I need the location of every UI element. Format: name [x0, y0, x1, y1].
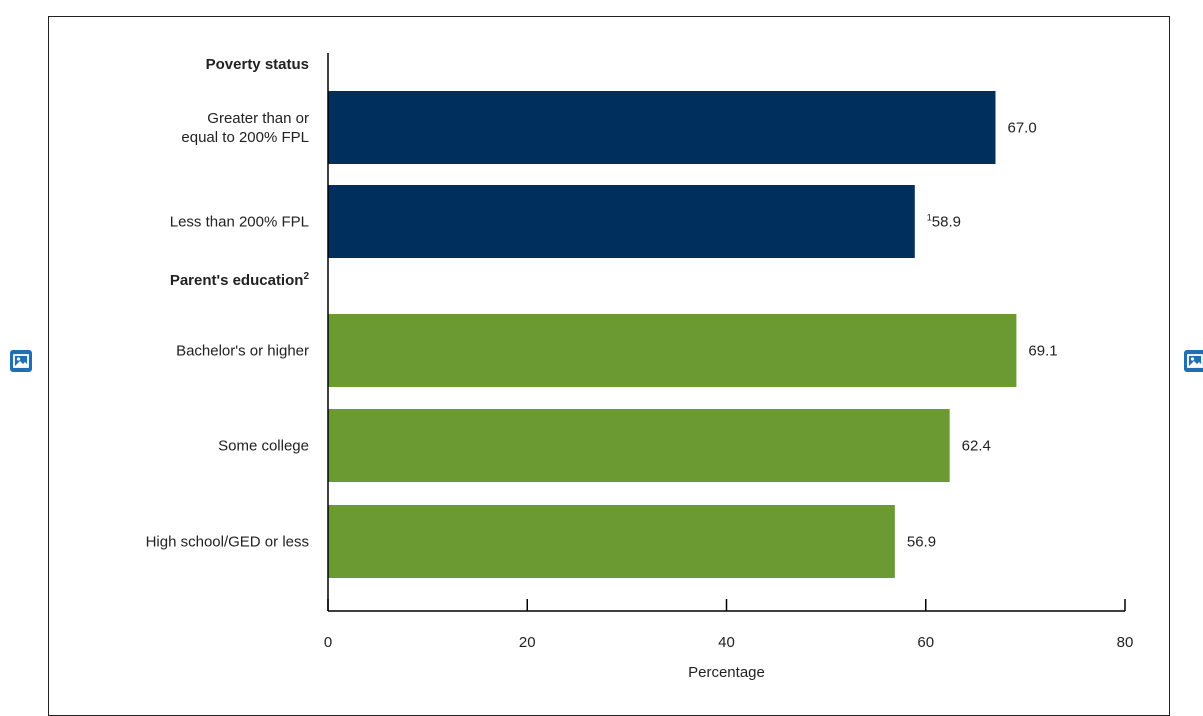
group-heading: Parent's education2: [170, 271, 310, 289]
bar-chart: Poverty status Greater than or equal to 20…: [146, 53, 1134, 681]
category-label: Bachelor's or higher: [176, 343, 309, 360]
category-label: Some college: [218, 438, 309, 455]
data-label: 56.9: [907, 534, 936, 551]
data-label: 158.9: [927, 213, 961, 231]
bar: [328, 409, 950, 482]
category-label: equal to 200% FPL: [181, 129, 309, 146]
x-tick-label: 80: [1117, 634, 1134, 651]
bar: [328, 505, 895, 578]
category-label: Less than 200% FPL: [170, 214, 309, 231]
data-label: 67.0: [1007, 120, 1036, 137]
data-label: 69.1: [1028, 343, 1057, 360]
bar: [328, 314, 1017, 387]
category-label: Greater than or: [207, 110, 309, 127]
x-tick-label: 40: [718, 634, 735, 651]
group-heading: Poverty status: [206, 56, 309, 73]
bar: [328, 91, 996, 164]
broken-image-icon[interactable]: [1184, 350, 1203, 372]
x-axis-title: Percentage: [688, 664, 765, 681]
category-label: High school/GED or less: [146, 534, 309, 551]
x-tick-label: 60: [917, 634, 934, 651]
figure-frame: Poverty status Greater than or equal to 20…: [48, 16, 1170, 716]
broken-image-icon[interactable]: [10, 350, 32, 372]
x-tick-label: 0: [324, 634, 332, 651]
bar: [328, 185, 915, 258]
data-label: 62.4: [962, 438, 991, 455]
x-tick-label: 20: [519, 634, 536, 651]
